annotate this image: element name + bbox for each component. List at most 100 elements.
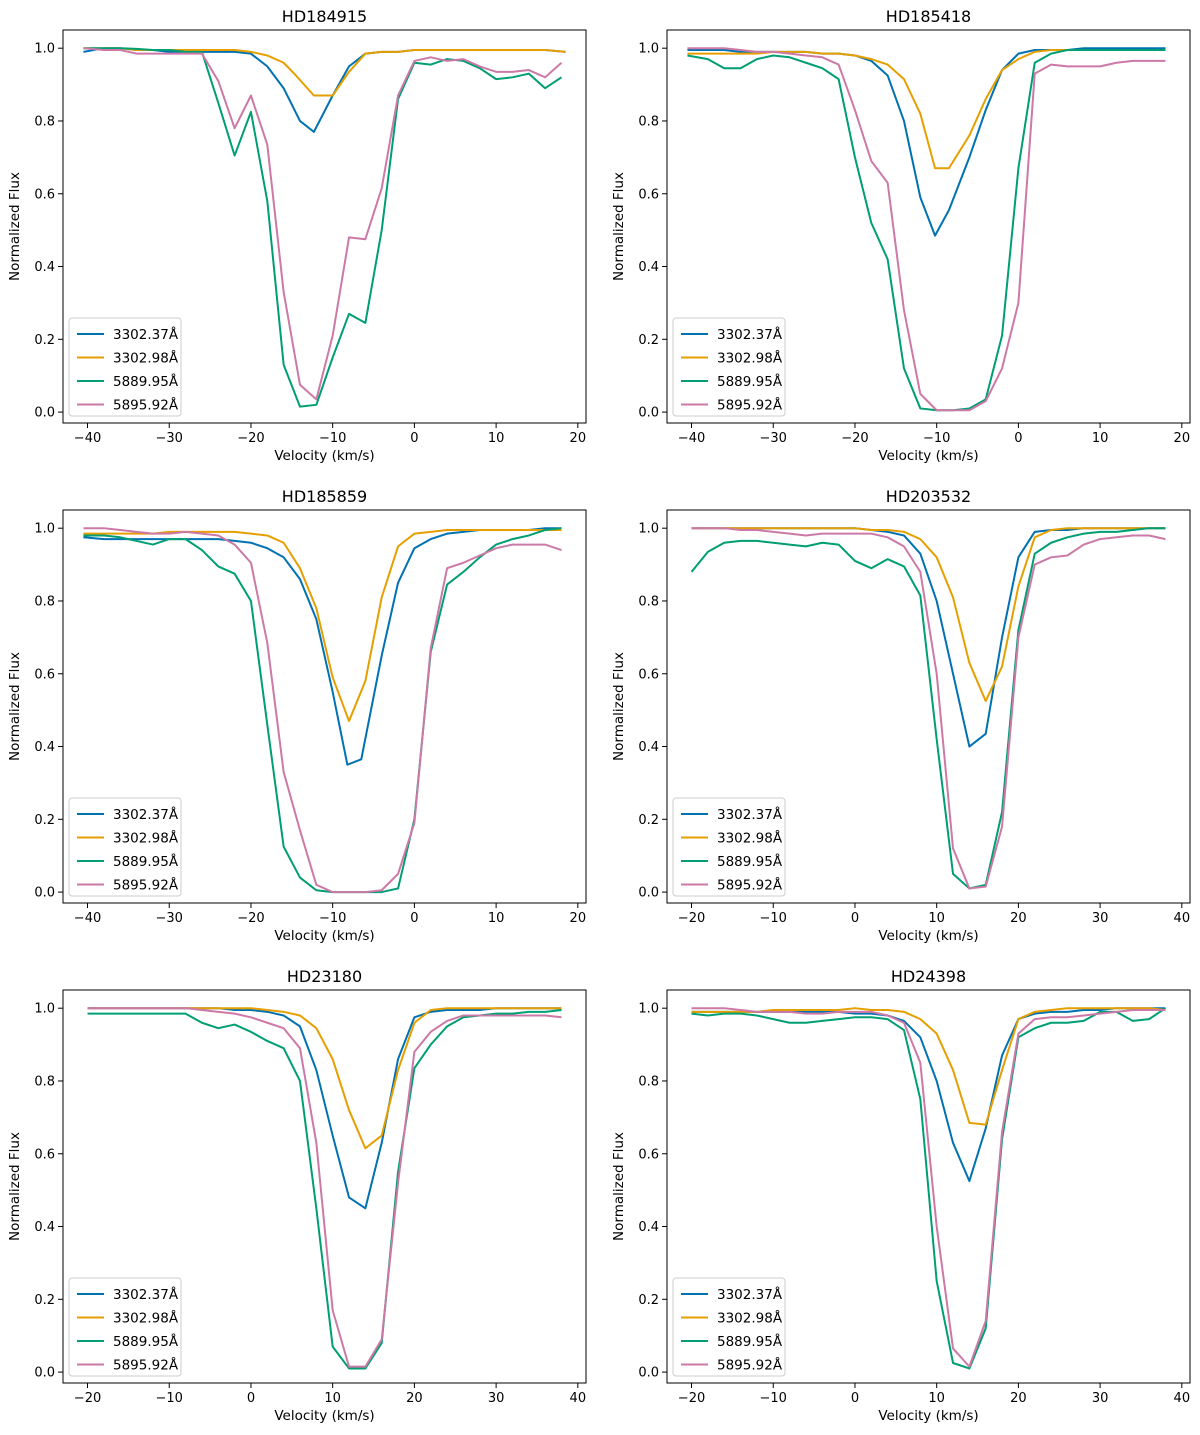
legend-frame	[672, 797, 786, 897]
y-tick-label: 0.2	[34, 333, 55, 348]
chart-title: HD185418	[886, 7, 971, 26]
x-tick-label: −20	[841, 431, 868, 446]
y-axis-label: Normalized Flux	[611, 1132, 627, 1241]
x-tick-label: 30	[488, 1391, 505, 1406]
chart-panel-6: HD24398 −20 −10 0 10 20 30 40 0.0 0.2 0.4 0.6 0.8 1.0…	[611, 967, 1191, 1424]
y-tick-label: 0.0	[34, 886, 55, 901]
legend-label: 5889.95Å	[113, 373, 179, 390]
legend-label: 3302.37Å	[113, 326, 179, 343]
series-line-330237	[691, 527, 1166, 748]
x-tick-label: 0	[851, 1391, 859, 1406]
y-tick-label: 0.8	[34, 594, 55, 609]
x-tick-label: 40	[1174, 1391, 1191, 1406]
legend-label: 5895.92Å	[113, 397, 179, 414]
y-axis-label: Normalized Flux	[7, 652, 23, 761]
y-tick-label: 0.6	[34, 187, 55, 202]
x-tick-label: −40	[74, 911, 101, 926]
series-line-330298	[687, 49, 1166, 170]
x-tick-label: 20	[406, 1391, 423, 1406]
y-tick-label: 0.6	[638, 1147, 659, 1162]
x-tick-label: 20	[1010, 911, 1027, 926]
legend-label: 5889.95Å	[717, 853, 783, 870]
legend-label: 5889.95Å	[717, 1333, 783, 1350]
y-tick-label: 0.4	[34, 740, 55, 755]
x-axis-label: Velocity (km/s)	[274, 1408, 374, 1424]
x-tick-label: 10	[488, 431, 505, 446]
legend-label: 3302.37Å	[113, 1286, 179, 1303]
y-tick-label: 0.6	[34, 667, 55, 682]
series-line-330298	[83, 529, 562, 723]
y-tick-label: 0.0	[638, 406, 659, 421]
x-tick-label: −30	[760, 431, 787, 446]
legend-frame	[672, 1277, 786, 1377]
plot-frame	[666, 989, 1191, 1384]
plot-frame	[62, 29, 587, 424]
x-tick-label: −10	[923, 431, 950, 446]
x-tick-label: −10	[319, 431, 346, 446]
y-tick-label: 0.4	[34, 1220, 55, 1235]
series-line-330237	[83, 527, 562, 766]
chart-title: HD184915	[282, 7, 367, 26]
y-tick-label: 1.0	[638, 1002, 659, 1017]
chart-panel-4: HD203532 −20 −10 0 10 20 30 40 0.0 0.2 0.4 0.6 0.8 1.…	[611, 487, 1191, 944]
series-line-588995	[687, 49, 1166, 412]
legend-label: 3302.98Å	[717, 1310, 783, 1327]
x-tick-label: −30	[156, 911, 183, 926]
legend: 3302.37Å 3302.98Å 5889.95Å 5895.92Å	[68, 317, 182, 417]
x-tick-label: 20	[570, 431, 587, 446]
x-tick-label: 10	[488, 911, 505, 926]
x-tick-label: −20	[74, 1391, 101, 1406]
legend-label: 3302.98Å	[717, 830, 783, 847]
y-axis-label: Normalized Flux	[611, 652, 627, 761]
legend-label: 5895.92Å	[113, 877, 179, 894]
x-tick-label: 10	[928, 911, 945, 926]
x-axis-label: Velocity (km/s)	[878, 928, 978, 944]
series-line-330237	[691, 1007, 1166, 1183]
plot-frame	[62, 509, 587, 904]
x-tick-label: 0	[410, 431, 418, 446]
legend-label: 3302.98Å	[113, 830, 179, 847]
legend-label: 3302.37Å	[717, 1286, 783, 1303]
chart-title: HD185859	[282, 487, 367, 506]
y-tick-label: 1.0	[34, 522, 55, 537]
legend-label: 5895.92Å	[717, 397, 783, 414]
legend: 3302.37Å 3302.98Å 5889.95Å 5895.92Å	[68, 797, 182, 897]
chart-panel-3: HD185859 −40 −30 −20 −10 0 10 20 0.0 0.2 0.4 0.6 0.8…	[7, 487, 587, 944]
legend: 3302.37Å 3302.98Å 5889.95Å 5895.92Å	[672, 1277, 786, 1377]
legend-label: 5895.92Å	[717, 1357, 783, 1374]
chart-title: HD24398	[891, 967, 966, 986]
y-tick-label: 0.4	[34, 260, 55, 275]
legend-label: 5889.95Å	[717, 373, 783, 390]
series-line-589592	[87, 1007, 562, 1368]
chart-panel-5: HD23180 −20 −10 0 10 20 30 40 0.0 0.2 0.4 0.6 0.8 1.0…	[7, 967, 587, 1424]
plot-frame	[666, 509, 1191, 904]
x-tick-label: −20	[678, 1391, 705, 1406]
series-line-330237	[87, 1007, 562, 1210]
x-tick-label: 20	[570, 911, 587, 926]
y-tick-label: 1.0	[34, 42, 55, 57]
legend-label: 3302.37Å	[113, 806, 179, 823]
y-tick-label: 0.0	[34, 1366, 55, 1381]
chart-panel-1: HD184915 −40 −30 −20 −10 0 10 20 0.0 0.2 0.4 0.6 0.8…	[7, 7, 587, 464]
series-line-330237	[83, 47, 566, 133]
x-tick-label: −30	[156, 431, 183, 446]
y-axis-label: Normalized Flux	[7, 172, 23, 281]
x-axis-label: Velocity (km/s)	[878, 448, 978, 464]
x-tick-label: −10	[760, 1391, 787, 1406]
series-line-330298	[87, 1007, 562, 1150]
series-line-330298	[691, 527, 1166, 703]
y-tick-label: 0.2	[638, 1293, 659, 1308]
y-tick-label: 0.0	[34, 406, 55, 421]
x-tick-label: 30	[1092, 911, 1109, 926]
x-axis-label: Velocity (km/s)	[274, 448, 374, 464]
series-line-589592	[691, 527, 1166, 890]
chart-panel-2: HD185418 −40 −30 −20 −10 0 10 20 0.0 0.2 0.4 0.6 0.8…	[611, 7, 1191, 464]
y-tick-label: 0.2	[34, 1293, 55, 1308]
x-tick-label: 30	[1092, 1391, 1109, 1406]
y-axis-label: Normalized Flux	[611, 172, 627, 281]
series-line-588995	[83, 47, 563, 408]
series-line-589592	[687, 47, 1166, 412]
plot-frame	[666, 29, 1191, 424]
series-line-589592	[691, 1007, 1166, 1368]
